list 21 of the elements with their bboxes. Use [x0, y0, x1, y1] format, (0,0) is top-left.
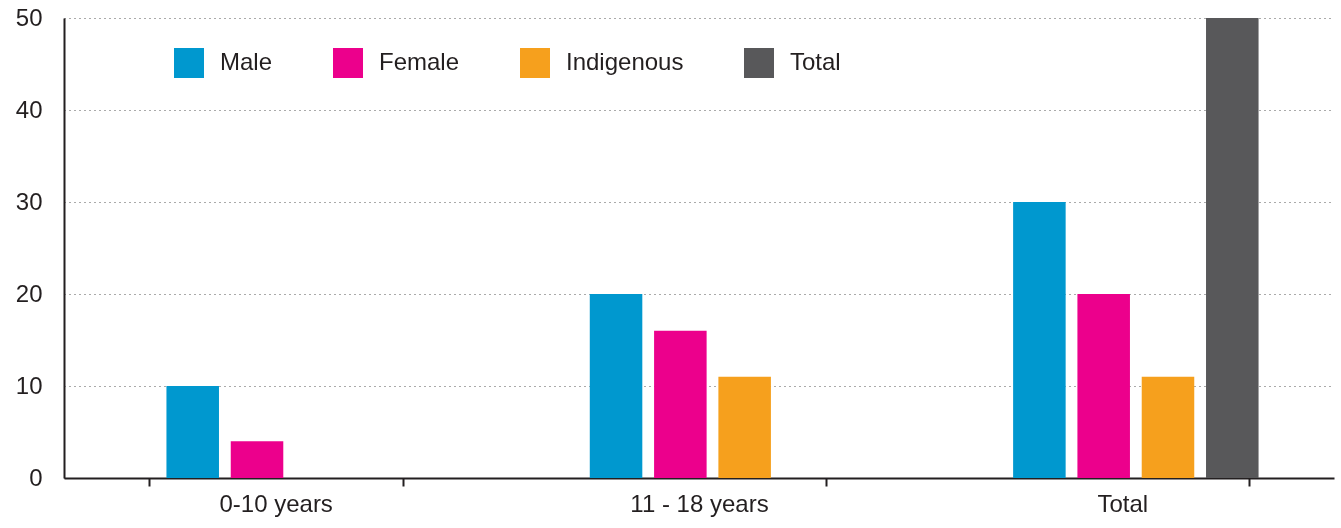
y-tick-label: 40: [15, 95, 43, 123]
bar: [718, 376, 771, 478]
y-tick-label: 20: [15, 279, 43, 307]
legend-label: Indigenous: [566, 48, 684, 75]
bar: [1013, 202, 1066, 478]
y-tick-label: 30: [15, 187, 43, 215]
x-tick-label: 0-10 years: [219, 489, 333, 517]
bar: [1141, 376, 1195, 478]
bar: [589, 294, 643, 478]
legend-label: Male: [220, 48, 273, 75]
legend-label: Female: [379, 48, 460, 75]
bar: [166, 386, 219, 478]
bar: [230, 441, 284, 478]
x-tick-label: Total: [1097, 489, 1149, 517]
legend-label: Total: [790, 48, 841, 75]
y-tick-label: 10: [15, 371, 43, 399]
bar: [654, 330, 707, 478]
bar: [1077, 294, 1130, 478]
x-tick-label: 11 - 18 years: [630, 489, 769, 517]
y-tick-label: 50: [15, 3, 43, 31]
y-tick-label: 0: [29, 463, 43, 491]
